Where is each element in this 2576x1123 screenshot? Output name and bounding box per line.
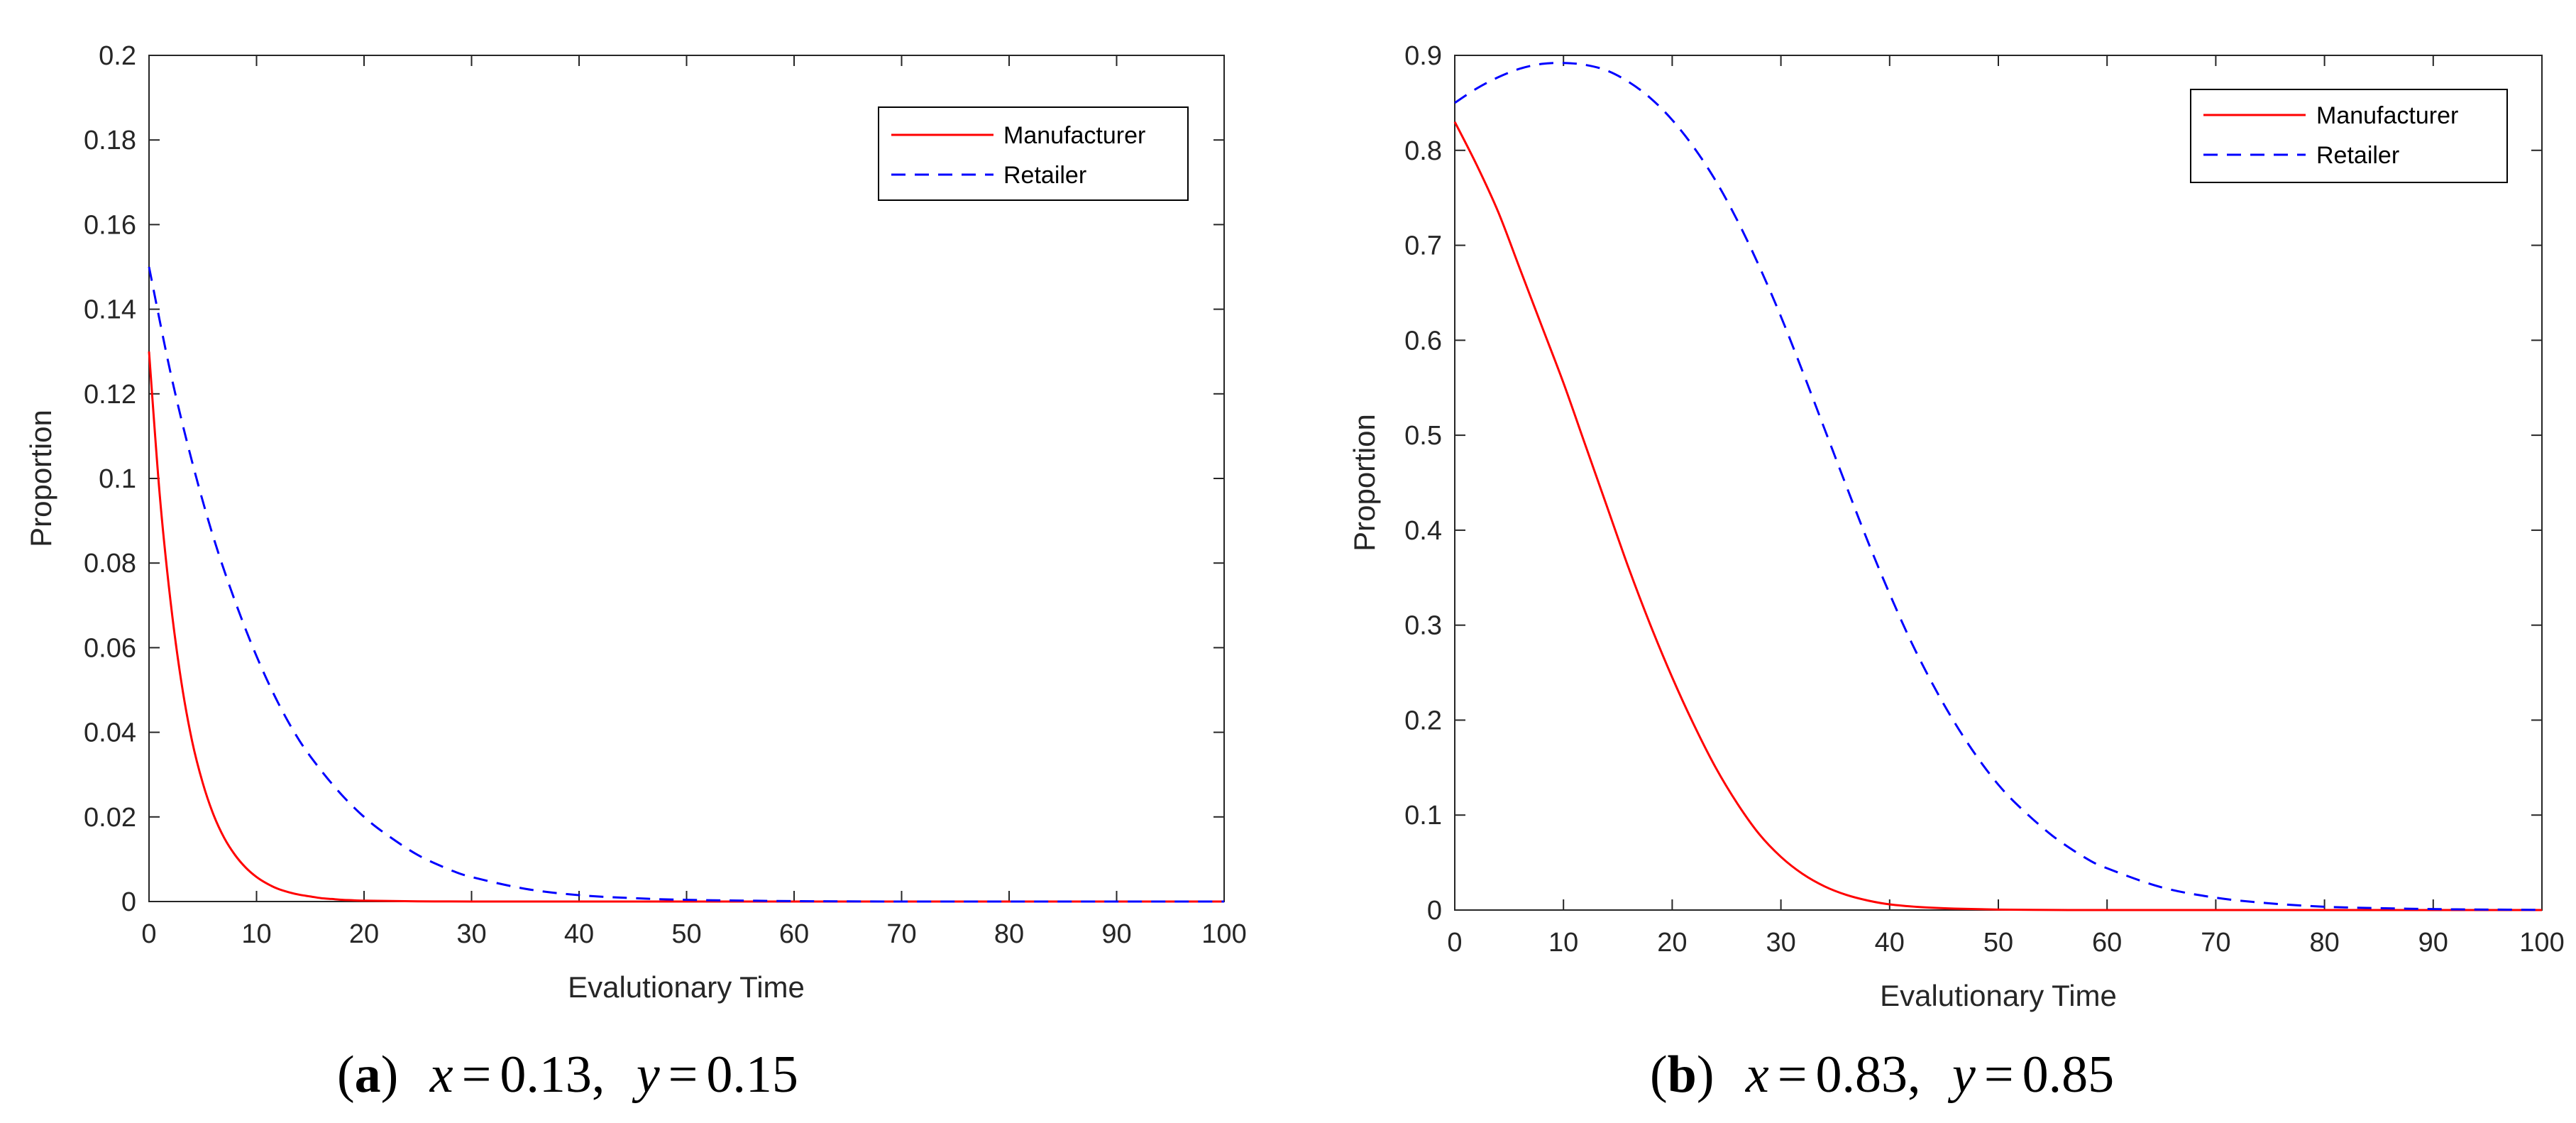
chart-b-xtick-label: 90 [2418, 928, 2448, 958]
chart-b-ytick-label: 0.5 [1404, 421, 1442, 451]
chart-a-ytick-label: 0.16 [84, 210, 136, 240]
chart-a-xtick-label: 10 [241, 919, 271, 949]
chart-b-xtick-label: 10 [1548, 928, 1578, 958]
chart-a-legend: Manufacturer Retailer [878, 106, 1189, 201]
chart-b-caption-x-symbol: x [1745, 1046, 1769, 1104]
chart-a-caption-y-symbol: y [632, 1046, 660, 1104]
chart-b-ytick-label: 0.3 [1404, 611, 1442, 641]
chart-b-xtick-label: 70 [2201, 928, 2230, 958]
chart-a-ytick-label: 0.18 [84, 126, 136, 155]
chart-b-xtick-label: 20 [1657, 928, 1687, 958]
chart-b-legend-label-retailer: Retailer [2316, 142, 2399, 169]
chart-a-ytick-label: 0 [121, 887, 136, 917]
chart-a-ytick-label: 0.04 [84, 718, 136, 748]
chart-b-xtick-label: 60 [2092, 928, 2122, 958]
chart-b-series-retailer-line [1454, 62, 2543, 911]
chart-b-xtick-label: 100 [2519, 928, 2564, 958]
chart-a-ytick-label: 0.14 [84, 295, 136, 325]
chart-a-legend-box [878, 106, 1189, 201]
chart-a-xtick-label: 20 [349, 919, 379, 949]
chart-a-tick-labels: 0 10 20 30 40 50 60 70 80 90 100 0 0.02 0.04 0.06 0.08 0… [84, 41, 1247, 949]
chart-a: 0 10 20 30 40 50 60 70 80 90 100 0 0.02 0.04 0.06 0.08 0… [24, 41, 1247, 1104]
chart-b-plot-area [1454, 55, 2543, 911]
chart-b-series [1453, 62, 2543, 911]
chart-a-ytick-label: 0.2 [99, 41, 136, 71]
chart-b-xlabel: Evalutionary Time [1880, 979, 2117, 1012]
chart-a-xtick-label: 30 [456, 919, 486, 949]
chart-b-ytick-label: 0.8 [1404, 136, 1442, 166]
chart-b-legend: Manufacturer Retailer [2190, 89, 2508, 183]
chart-a-xtick-label: 0 [141, 919, 156, 949]
chart-a-series-retailer-line [148, 266, 1224, 903]
chart-b-caption-y-value: 0.85 [2022, 1046, 2115, 1104]
chart-a-ytick-label: 0.08 [84, 549, 136, 579]
chart-a-xtick-label: 90 [1101, 919, 1131, 949]
chart-a-legend-label-retailer: Retailer [1003, 162, 1086, 189]
chart-a-xtick-label: 80 [994, 919, 1024, 949]
chart-b: 0 10 20 30 40 50 60 70 80 90 100 0 0.1 0.2 0.3 0.4 0.5 0.… [1348, 41, 2565, 1104]
chart-a-ytick-label: 0.06 [84, 633, 136, 663]
chart-a-gridticks [148, 55, 1225, 902]
chart-a-series [148, 266, 1224, 903]
chart-a-caption-y-value: 0.15 [706, 1046, 798, 1104]
chart-b-series-manufacturer-line [1453, 121, 2542, 911]
chart-b-xtick-label: 80 [2309, 928, 2339, 958]
chart-b-ytick-label: 0.9 [1404, 41, 1442, 71]
chart-b-ytick-label: 0.7 [1404, 231, 1442, 261]
chart-b-ytick-label: 0.2 [1404, 706, 1442, 735]
chart-b-xtick-label: 40 [1875, 928, 1905, 958]
chart-a-caption: (a) x = 0.13, y = 0.15 [337, 1046, 798, 1104]
chart-b-xtick-label: 50 [1983, 928, 2013, 958]
chart-b-caption: (b) x = 0.83, y = 0.85 [1650, 1046, 2114, 1104]
chart-a-ytick-label: 0.1 [99, 464, 136, 494]
chart-a-caption-tag: a [355, 1046, 381, 1104]
chart-a-xtick-label: 50 [671, 919, 701, 949]
chart-a-xtick-label: 70 [886, 919, 916, 949]
chart-b-xtick-label: 30 [1766, 928, 1795, 958]
chart-b-caption-y-symbol: y [1947, 1046, 1976, 1104]
chart-b-caption-x-value: 0.83 [1816, 1046, 1908, 1104]
chart-b-legend-box [2190, 89, 2508, 183]
chart-a-legend-label-manufacturer: Manufacturer [1003, 122, 1145, 149]
chart-a-caption-x-value: 0.13 [500, 1046, 592, 1104]
chart-a-ytick-label: 0.12 [84, 380, 136, 410]
chart-b-ytick-label: 0.6 [1404, 326, 1442, 356]
chart-a-xtick-label: 100 [1201, 919, 1246, 949]
chart-a-xlabel: Evalutionary Time [568, 970, 805, 1004]
chart-b-ylabel: Proportion [1348, 414, 1381, 552]
chart-b-ytick-label: 0.4 [1404, 516, 1442, 546]
chart-b-ytick-label: 0.1 [1404, 801, 1442, 831]
chart-b-xtick-label: 0 [1447, 928, 1462, 958]
chart-b-caption-tag: b [1668, 1046, 1697, 1104]
chart-b-ytick-label: 0 [1427, 896, 1442, 926]
chart-b-tick-labels: 0 10 20 30 40 50 60 70 80 90 100 0 0.1 0.2 0.3 0.4 0.5 0.… [1404, 41, 2565, 958]
chart-a-xtick-label: 40 [564, 919, 594, 949]
chart-a-ytick-label: 0.02 [84, 803, 136, 833]
chart-a-caption-x-symbol: x [429, 1046, 453, 1104]
chart-a-xtick-label: 60 [779, 919, 809, 949]
chart-b-legend-label-manufacturer: Manufacturer [2316, 102, 2458, 129]
chart-a-ylabel: Proportion [24, 410, 57, 547]
